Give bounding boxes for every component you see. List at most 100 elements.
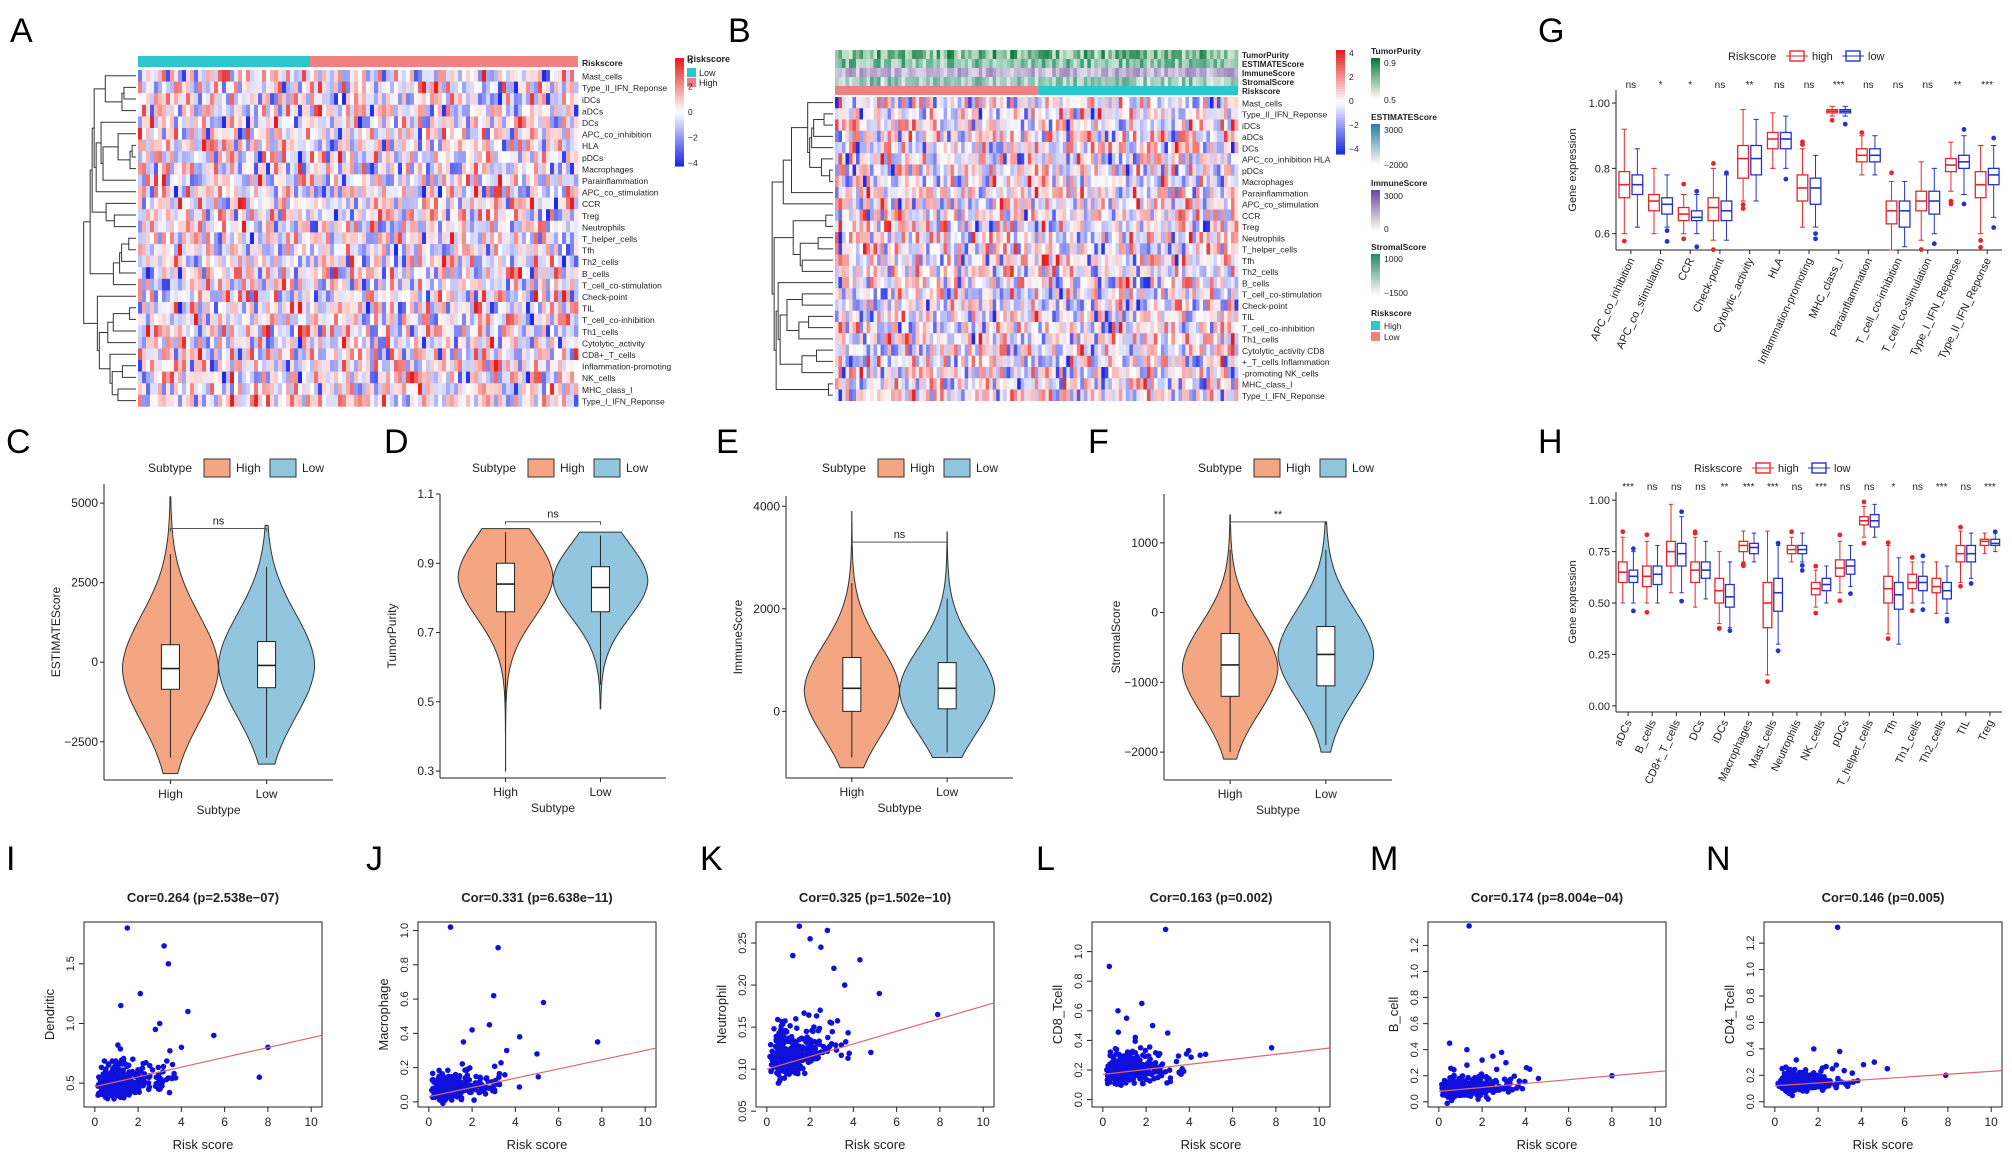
heat-cell	[498, 383, 503, 396]
heat-cell	[238, 348, 243, 361]
heat-cell	[542, 197, 547, 210]
heat-cell	[146, 70, 151, 82]
heat-cell	[298, 267, 303, 280]
heat-cell	[274, 394, 279, 407]
heat-cell	[534, 70, 539, 82]
heat-cell	[950, 130, 955, 143]
heat-cell	[258, 232, 263, 245]
annotation-cell	[1150, 77, 1155, 86]
heat-cell	[306, 255, 311, 268]
heat-cell	[386, 371, 391, 384]
heat-cell	[270, 313, 275, 326]
heat-cell	[835, 130, 839, 143]
heat-cell	[1122, 108, 1127, 120]
heat-cell	[282, 371, 287, 384]
heat-cell	[1104, 119, 1109, 132]
heat-cell	[498, 394, 503, 407]
heat-cell	[1139, 142, 1144, 154]
heat-cell	[386, 162, 391, 175]
heat-cell	[218, 290, 223, 303]
heat-cell	[310, 302, 315, 314]
annotation-cell	[905, 59, 909, 68]
heat-cell	[908, 97, 913, 109]
heat-cell	[1045, 164, 1050, 177]
heat-cell	[286, 220, 291, 233]
heat-cell	[334, 325, 339, 338]
annotation-cell	[1223, 50, 1228, 59]
heat-cell	[278, 128, 283, 140]
heat-cell	[1083, 119, 1088, 132]
heat-cell	[884, 209, 888, 222]
heat-cell	[566, 371, 571, 384]
heat-cell	[190, 255, 195, 268]
heat-cell	[394, 162, 399, 175]
heat-cell	[1066, 108, 1071, 120]
annotation-cell	[1150, 50, 1155, 59]
heat-cell	[354, 116, 359, 129]
heat-cell	[1080, 164, 1085, 177]
heat-cell	[562, 93, 567, 106]
heat-cell	[550, 209, 555, 222]
heat-cell	[849, 119, 853, 132]
heat-cell	[1139, 198, 1144, 210]
heat-cell	[242, 325, 247, 338]
heat-cell	[1132, 198, 1137, 210]
heat-cell	[1118, 119, 1123, 132]
heat-cell	[1206, 119, 1211, 132]
heat-cell	[1213, 142, 1218, 154]
heat-cell	[370, 348, 375, 361]
risk-annotation-high	[835, 86, 1039, 95]
heat-cell	[370, 278, 375, 291]
heat-cell	[510, 371, 515, 384]
heat-cell	[150, 290, 155, 303]
heat-cell	[186, 348, 191, 361]
heat-cell	[566, 139, 571, 152]
heat-cell	[570, 197, 575, 210]
heat-cell	[482, 209, 487, 222]
heat-cell	[546, 336, 551, 349]
heat-cell	[1125, 164, 1130, 177]
annotation-cell	[1171, 77, 1176, 86]
heat-cell	[470, 162, 475, 175]
heat-cell	[458, 116, 463, 129]
heat-cell	[470, 151, 475, 164]
heat-cell	[186, 302, 191, 314]
heat-cell	[394, 383, 399, 396]
heat-cell	[242, 360, 247, 372]
heat-cell	[1160, 97, 1165, 109]
heat-cell	[550, 313, 555, 326]
heat-cell	[514, 302, 519, 314]
heat-cell	[182, 116, 187, 129]
heat-cell	[450, 360, 455, 372]
annotation-cell	[1185, 59, 1190, 68]
heat-cell	[146, 139, 151, 152]
heat-cell	[154, 255, 159, 268]
heat-cell	[1132, 187, 1137, 199]
heat-cell	[999, 119, 1004, 132]
heat-cell	[298, 209, 303, 222]
heat-cell	[142, 394, 147, 407]
heat-cell	[254, 371, 259, 384]
heat-cell	[887, 175, 892, 188]
heat-cell	[438, 139, 443, 152]
heat-cell	[1122, 119, 1127, 132]
annotation-cell	[1013, 68, 1018, 77]
annotation-cell	[898, 68, 902, 77]
heat-cell	[522, 128, 527, 140]
heat-cell	[258, 128, 263, 140]
heat-cell	[190, 174, 195, 187]
heat-cell	[142, 104, 147, 117]
heat-cell	[198, 267, 203, 280]
heat-cell	[406, 302, 411, 314]
heat-cell	[1227, 187, 1232, 199]
annotation-cell	[943, 59, 948, 68]
heat-cell	[266, 81, 271, 94]
heat-cell	[542, 104, 547, 117]
heat-cell	[206, 174, 211, 187]
heat-cell	[898, 142, 902, 154]
panel-label-j: J	[366, 840, 383, 878]
heat-cell	[454, 70, 459, 82]
annotation-cell	[1027, 68, 1032, 77]
heat-cell	[330, 232, 335, 245]
heat-cell	[342, 360, 347, 372]
